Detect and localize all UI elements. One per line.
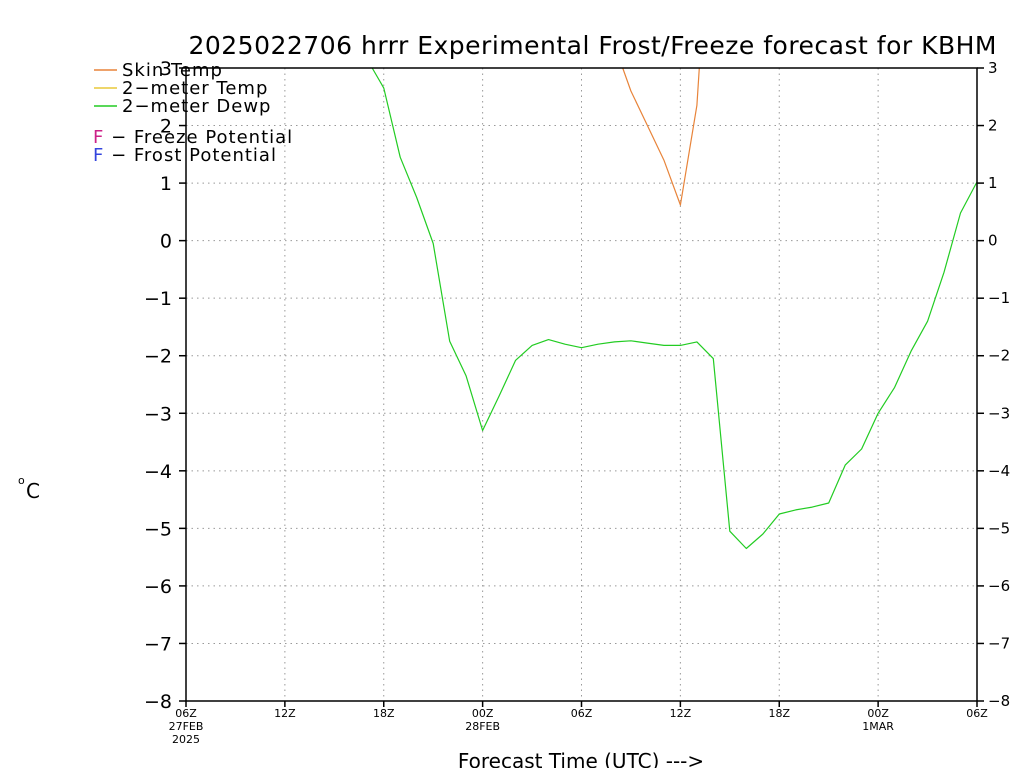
x-tick-label: 18Z	[373, 707, 395, 720]
y-tick-label-right: −3	[988, 404, 1010, 422]
x-tick-label: 2025	[172, 733, 200, 746]
y-axis-degree-mark: o	[18, 474, 25, 487]
potential-label: F − Frost Potential	[93, 145, 277, 166]
y-tick-label-right: −8	[988, 692, 1010, 710]
y-tick-label-left: −8	[144, 691, 172, 713]
series-layer	[371, 67, 978, 550]
y-tick-label-right: 3	[988, 59, 998, 77]
y-tick-label-left: −1	[144, 288, 172, 310]
y-tick-label-right: −4	[988, 462, 1010, 480]
legend-label: Skin Temp	[122, 60, 223, 81]
chart-title: 2025022706 hrrr Experimental Frost/Freez…	[188, 31, 997, 60]
legend-label: 2−meter Dewp	[122, 96, 271, 117]
y-tick-label-left: −5	[144, 518, 172, 540]
legend-label: 2−meter Temp	[122, 78, 268, 99]
y-tick-label-right: −5	[988, 519, 1010, 537]
y-tick-label-left: −4	[144, 461, 172, 483]
potential-label: F − Freeze Potential	[93, 127, 293, 148]
x-tick-label: 06Z	[571, 707, 593, 720]
y-tick-label-right: 2	[988, 117, 998, 135]
y-tick-label-right: 0	[988, 232, 998, 250]
gridlines	[186, 68, 977, 701]
y-tick-label-left: 2	[160, 116, 172, 138]
x-tick-label: 1MAR	[862, 720, 894, 733]
y-tick-label-left: −2	[144, 346, 172, 368]
y-tick-label-left: −3	[144, 403, 172, 425]
y-tick-label-left: −6	[144, 576, 172, 598]
x-tick-label: 06Z	[966, 707, 988, 720]
y-axis-ticks: 3 3 2 2 1 1 0 0 −1 −1 −2 −2 −3 −3 −4 −4 −5 −5 −6 −6 −7 −7 −8 −8	[144, 58, 1010, 713]
y-tick-label-left: 1	[160, 173, 172, 195]
y-tick-label-right: −2	[988, 347, 1010, 365]
y-tick-label-left: −7	[144, 633, 172, 655]
y-tick-label-right: −1	[988, 289, 1010, 307]
x-tick-label: 18Z	[768, 707, 790, 720]
x-tick-label: 28FEB	[465, 720, 500, 733]
series-line-skin-temp	[622, 67, 700, 206]
x-tick-label: 00Z	[867, 707, 889, 720]
y-tick-label-right: −7	[988, 634, 1010, 652]
y-tick-label-left: 0	[160, 231, 172, 253]
y-axis-label: o C	[18, 474, 40, 503]
x-tick-label: 12Z	[274, 707, 296, 720]
series-line-2-meter-dewp	[371, 67, 978, 550]
x-tick-label: 27FEB	[169, 720, 204, 733]
y-tick-label-right: 1	[988, 174, 998, 192]
y-tick-label-left: 3	[160, 58, 172, 80]
x-tick-label: 00Z	[472, 707, 494, 720]
y-axis-unit-letter: C	[26, 479, 40, 503]
y-tick-label-right: −6	[988, 577, 1010, 595]
x-tick-label: 06Z	[175, 707, 197, 720]
x-axis-label: Forecast Time (UTC) --->	[458, 749, 704, 768]
x-tick-label: 12Z	[670, 707, 692, 720]
